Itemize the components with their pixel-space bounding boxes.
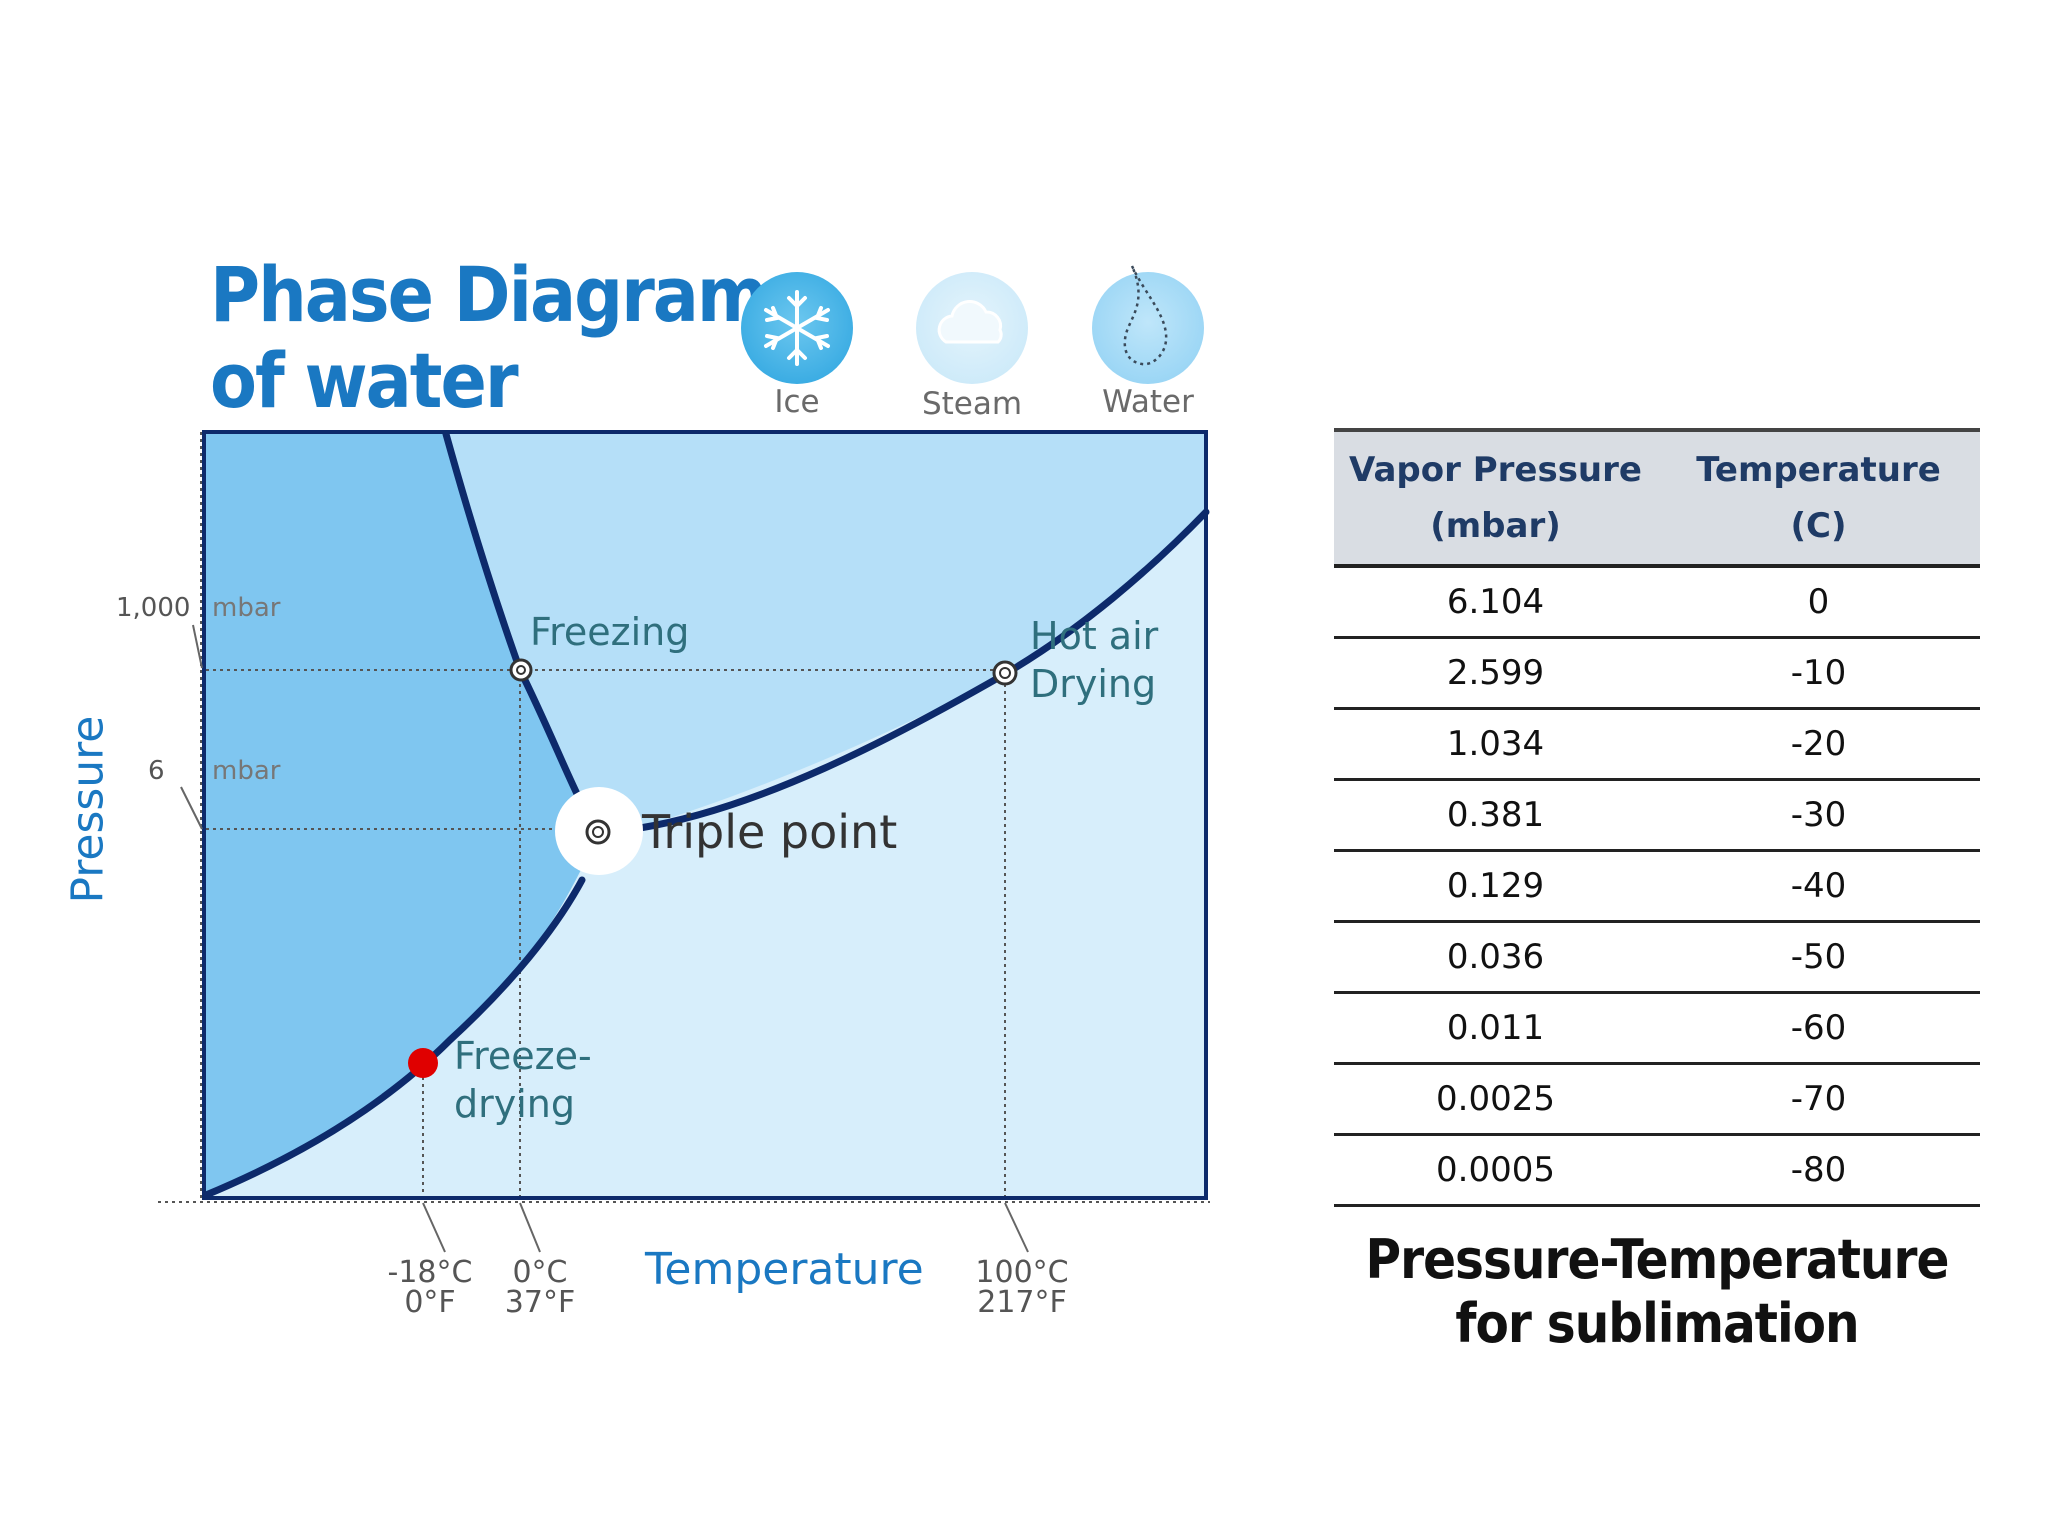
temp-tick-0c: 0°C 37°F <box>504 1255 576 1320</box>
cell-pressure: 0.011 <box>1334 992 1657 1065</box>
ice-region <box>206 434 595 1195</box>
header-vapor-pressure: Vapor Pressure (mbar) <box>1334 428 1657 568</box>
pressure-tick-6: 6 <box>148 756 165 786</box>
table-row: 0.036 -50 <box>1334 921 1980 994</box>
freezing-label: Freezing <box>530 610 690 654</box>
steam-label: Steam <box>921 386 1023 422</box>
steam-region <box>206 512 1206 1198</box>
hot-air-marker <box>992 660 1018 686</box>
freeze-drying-label: Freeze- drying <box>454 1034 592 1126</box>
cell-temperature: -10 <box>1657 637 1980 710</box>
cell-pressure: 0.381 <box>1334 779 1657 852</box>
temp-tick-minus18: -18°C 0°F <box>387 1255 473 1320</box>
header-temperature: Temperature (C) <box>1657 428 1980 568</box>
temperature-axis-title: Temperature <box>645 1244 924 1295</box>
temp-tick-100c: 100°C 217°F <box>975 1255 1069 1320</box>
diagram-frame <box>202 430 1208 1200</box>
melting-curve <box>442 430 584 804</box>
table-caption: Pressure-Temperature for sublimation <box>1365 1228 1950 1355</box>
sublimation-curve <box>202 876 586 1199</box>
snowflake-icon <box>741 272 853 384</box>
table-row: 0.011 -60 <box>1334 992 1980 1065</box>
cell-temperature: -60 <box>1657 992 1980 1065</box>
freeze-drying-marker <box>408 1048 438 1078</box>
table-row: 6.104 0 <box>1334 566 1980 639</box>
cell-pressure: 2.599 <box>1334 637 1657 710</box>
table-row: 0.0005 -80 <box>1334 1134 1980 1207</box>
table-row: 2.599 -10 <box>1334 637 1980 710</box>
water-drop-icon <box>1092 265 1204 384</box>
vapor-pressure-table: Vapor Pressure (mbar) Temperature (C) 6.… <box>1334 428 1980 1207</box>
cell-pressure: 1.034 <box>1334 708 1657 781</box>
title-line-1: Phase Diagram <box>210 250 768 339</box>
title-line-2: of water <box>210 336 519 425</box>
table-row: 1.034 -20 <box>1334 708 1980 781</box>
cell-pressure: 0.0005 <box>1334 1134 1657 1207</box>
cell-temperature: -70 <box>1657 1063 1980 1136</box>
cell-temperature: -20 <box>1657 708 1980 781</box>
cell-pressure: 0.036 <box>1334 921 1657 994</box>
diagram-title: Phase Diagram of water <box>210 250 768 425</box>
pressure-unit-6: mbar <box>212 756 281 786</box>
pressure-unit-1000: mbar <box>212 593 281 623</box>
triple-point-label: Triple point <box>642 805 898 859</box>
cell-temperature: -30 <box>1657 779 1980 852</box>
water-label: Water <box>1102 384 1194 420</box>
vaporization-curve <box>636 508 1210 832</box>
table-row: 0.381 -30 <box>1334 779 1980 852</box>
cell-pressure: 0.129 <box>1334 850 1657 923</box>
cell-temperature: -80 <box>1657 1134 1980 1207</box>
triple-point-marker <box>585 819 611 845</box>
pressure-axis-title: Pressure <box>62 715 114 904</box>
cell-temperature: 0 <box>1657 566 1980 639</box>
cell-temperature: -50 <box>1657 921 1980 994</box>
table-row: 0.0025 -70 <box>1334 1063 1980 1136</box>
cell-pressure: 6.104 <box>1334 566 1657 639</box>
cloud-icon <box>916 272 1028 384</box>
freezing-marker <box>509 658 533 682</box>
cell-temperature: -40 <box>1657 850 1980 923</box>
pressure-tick-1000: 1,000 <box>116 593 191 623</box>
ice-label: Ice <box>774 384 820 420</box>
table-row: 0.129 -40 <box>1334 850 1980 923</box>
table-header-row: Vapor Pressure (mbar) Temperature (C) <box>1334 428 1980 568</box>
cell-pressure: 0.0025 <box>1334 1063 1657 1136</box>
hot-air-drying-label: Hot air Drying <box>1030 614 1159 706</box>
